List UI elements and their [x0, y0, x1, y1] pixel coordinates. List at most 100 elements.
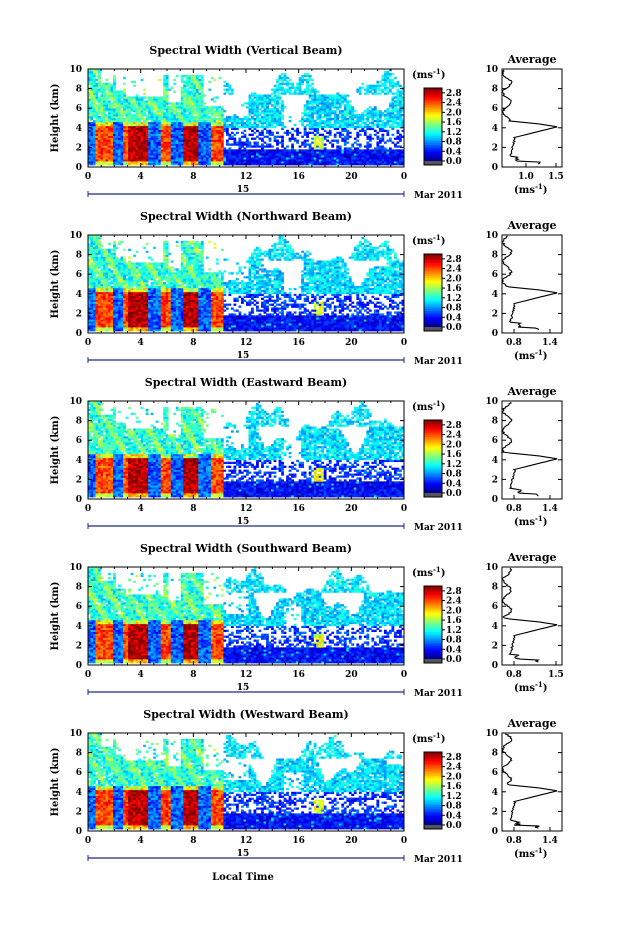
heatmap-cell	[215, 157, 219, 160]
heatmap-cell	[348, 147, 352, 150]
heatmap-cell	[401, 119, 405, 123]
heatmap-cell	[243, 159, 247, 162]
heatmap-cell	[100, 315, 104, 318]
heatmap-cell	[328, 123, 332, 127]
heatmap-cell	[133, 297, 136, 300]
heatmap-cell	[108, 282, 111, 285]
heatmap-cell	[128, 118, 131, 121]
heatmap-cell	[163, 112, 167, 115]
heatmap-cell	[298, 119, 302, 123]
heatmap-cell	[155, 114, 159, 117]
heatmap-cell	[105, 129, 109, 133]
heatmap-cell	[323, 106, 327, 109]
heatmap-cell	[88, 272, 91, 275]
heatmap-cell	[130, 123, 134, 127]
heatmap-cell	[133, 317, 136, 320]
heatmap-cell	[393, 76, 397, 80]
heatmap-cell	[100, 92, 104, 95]
heatmap-cell	[133, 135, 136, 138]
heatmap-cell	[263, 119, 267, 123]
heatmap-cell	[328, 110, 332, 113]
heatmap-cell	[393, 125, 397, 129]
heatmap-cell	[301, 153, 304, 156]
heatmap-cell	[170, 161, 174, 164]
heatmap-cell	[296, 149, 299, 152]
heatmap-cell	[128, 119, 131, 123]
heatmap-cell	[123, 114, 126, 117]
heatmap-cell	[90, 125, 94, 129]
heatmap-cell	[110, 96, 114, 99]
heatmap-cell	[253, 155, 257, 158]
heatmap-cell	[175, 139, 179, 142]
heatmap-cell	[288, 157, 292, 160]
heatmap-cell	[185, 76, 189, 80]
heatmap-cell	[93, 151, 96, 154]
heatmap-cell	[90, 74, 94, 78]
heatmap-cell	[148, 159, 151, 162]
heatmap-cell	[113, 135, 116, 138]
heatmap-cell	[93, 129, 96, 133]
heatmap-cell	[253, 100, 257, 103]
heatmap-cell	[125, 313, 129, 316]
heatmap-cell	[158, 114, 162, 117]
heatmap-cell	[103, 254, 106, 257]
heatmap-cell	[148, 129, 151, 133]
heatmap-cell	[316, 153, 320, 156]
heatmap-cell	[318, 147, 322, 150]
heatmap-cell	[225, 125, 229, 129]
heatmap-cell	[120, 256, 124, 259]
heatmap-cell	[398, 159, 402, 162]
heatmap-cell	[248, 143, 252, 146]
heatmap-cell	[118, 114, 121, 117]
heatmap-cell	[225, 119, 229, 123]
heatmap-cell	[313, 135, 317, 138]
heatmap-cell	[208, 110, 212, 113]
heatmap-cell	[108, 125, 111, 129]
heatmap-cell	[155, 133, 159, 136]
heatmap-cell	[256, 100, 259, 103]
heatmap-cell	[130, 317, 134, 320]
heatmap-cell	[258, 112, 262, 115]
heatmap-cell	[200, 74, 204, 78]
heatmap-cell	[376, 161, 380, 164]
heatmap-cell	[138, 135, 141, 138]
heatmap-cell	[123, 118, 126, 121]
heatmap-cell	[301, 92, 304, 95]
heatmap-cell	[123, 110, 126, 113]
heatmap-cell	[93, 282, 96, 285]
heatmap-cell	[128, 163, 131, 166]
heatmap-cell	[316, 110, 320, 113]
heatmap-cell	[240, 118, 244, 121]
heatmap-cell	[251, 123, 254, 127]
heatmap-cell	[153, 102, 157, 105]
heatmap-cell	[220, 149, 224, 152]
colorbar-segment	[424, 104, 442, 107]
heatmap-cell	[123, 121, 126, 125]
heatmap-cell	[213, 121, 217, 125]
heatmap-cell	[95, 86, 99, 89]
heatmap-cell	[215, 108, 219, 111]
heatmap-cell	[125, 123, 129, 127]
heatmap-cell	[188, 104, 192, 107]
heatmap-cell	[168, 153, 172, 156]
heatmap-cell	[120, 131, 124, 134]
heatmap-cell	[343, 147, 347, 150]
heatmap-cell	[120, 266, 124, 269]
heatmap-cell	[311, 118, 315, 121]
panel-1: Spectral Width (Vertical Beam)0 4 8 12 16 20 0…	[50, 44, 564, 201]
heatmap-cell	[138, 321, 141, 324]
colorbar-frame	[423, 87, 443, 166]
heatmap-cell	[170, 102, 174, 105]
heatmap-cell	[125, 135, 129, 138]
heatmap-cell	[333, 100, 337, 103]
heatmap-cell	[120, 319, 124, 322]
heatmap-cell	[153, 137, 157, 140]
heatmap-cell	[203, 118, 207, 121]
heatmap-cell	[188, 90, 192, 93]
heatmap-cell	[368, 149, 372, 152]
heatmap-cell	[281, 106, 284, 109]
heatmap-cell	[251, 94, 254, 97]
heatmap-cell	[130, 274, 134, 277]
heatmap-cell	[130, 307, 134, 310]
heatmap-cell	[215, 110, 219, 113]
